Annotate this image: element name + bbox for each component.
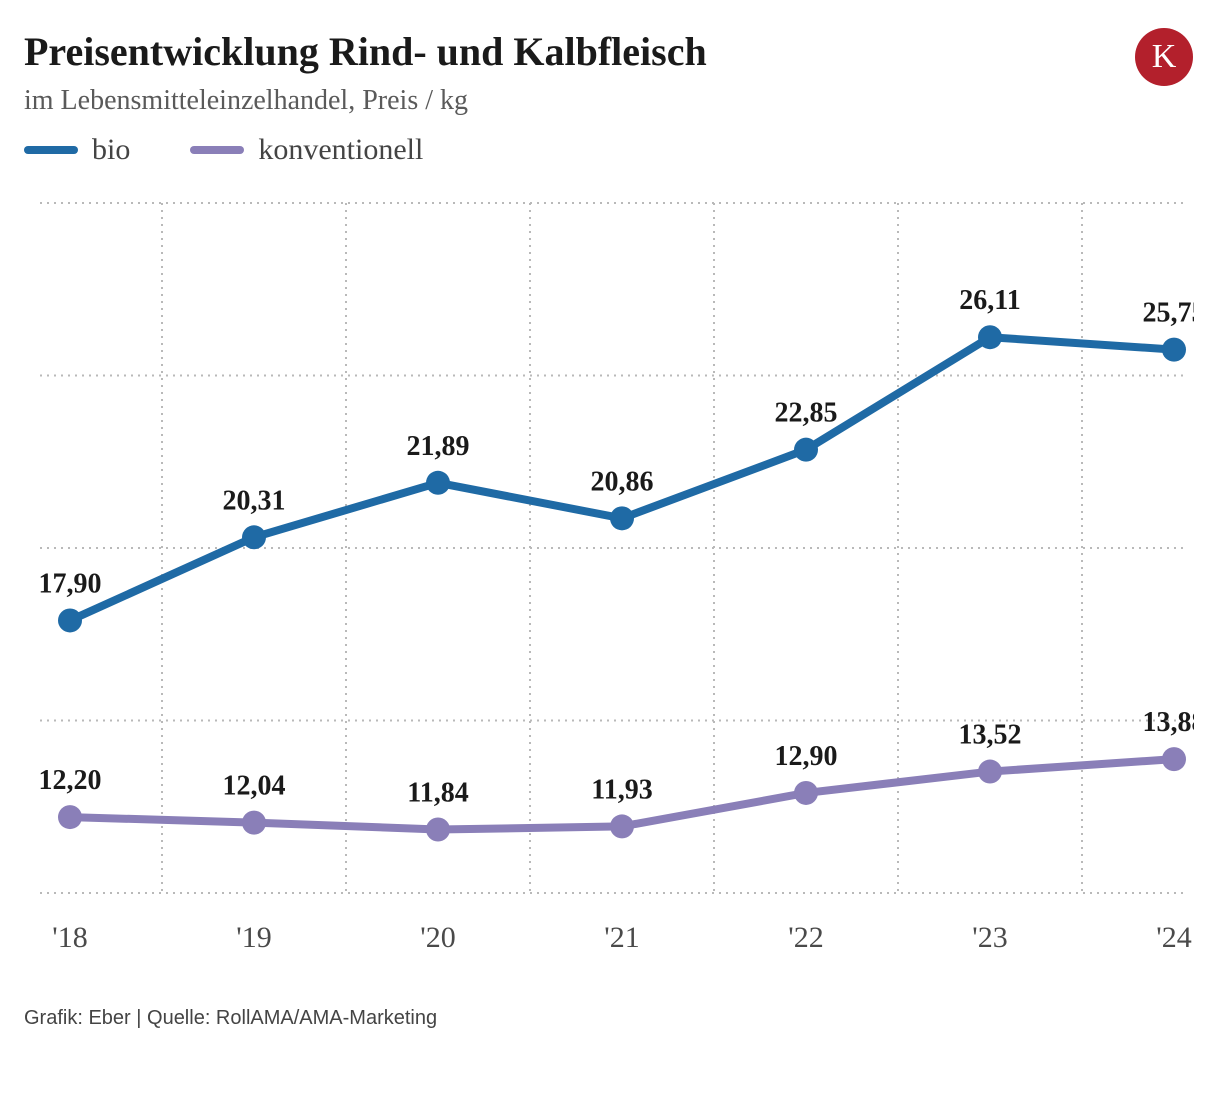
svg-text:12,90: 12,90 [775,741,838,772]
chart-credit: Grafik: Eber | Quelle: RollAMA/AMA-Marke… [24,1007,1193,1030]
svg-text:13,52: 13,52 [959,720,1022,751]
svg-text:'22: '22 [788,921,823,954]
svg-text:21,89: 21,89 [407,431,470,462]
legend-item-konv: konventionell [190,133,423,167]
chart-area: 17,90 20,31 21,89 20,86 22,85 26,11 25,75 12,20… [24,193,1194,983]
svg-text:'18: '18 [52,921,87,954]
chart-subtitle: im Lebensmitteleinzelhandel, Preis / kg [24,85,1193,117]
legend-swatch-bio [24,146,78,154]
line-chart: 17,90 20,31 21,89 20,86 22,85 26,11 25,75 12,20… [24,193,1194,983]
svg-text:12,04: 12,04 [223,771,286,802]
svg-text:11,93: 11,93 [591,774,652,805]
svg-text:20,86: 20,86 [591,466,654,497]
svg-text:13,88: 13,88 [1143,707,1195,738]
legend: bio konventionell [24,133,1193,167]
legend-label-bio: bio [92,133,130,167]
svg-text:11,84: 11,84 [407,778,468,809]
legend-swatch-konv [190,146,244,154]
legend-item-bio: bio [24,133,130,167]
brand-logo: K [1135,28,1193,86]
brand-logo-letter: K [1152,38,1177,76]
header: Preisentwicklung Rind- und Kalbfleisch K… [24,28,1193,117]
svg-text:12,20: 12,20 [39,765,102,796]
svg-text:'24: '24 [1156,921,1191,954]
svg-text:'19: '19 [236,921,271,954]
svg-text:'20: '20 [420,921,455,954]
svg-text:'21: '21 [604,921,639,954]
svg-text:17,90: 17,90 [39,568,102,599]
legend-label-konv: konventionell [258,133,423,167]
chart-title: Preisentwicklung Rind- und Kalbfleisch [24,28,1193,75]
svg-text:20,31: 20,31 [223,485,286,516]
svg-text:25,75: 25,75 [1143,298,1195,329]
svg-text:'23: '23 [972,921,1007,954]
svg-text:26,11: 26,11 [959,285,1020,316]
svg-text:22,85: 22,85 [775,398,838,429]
